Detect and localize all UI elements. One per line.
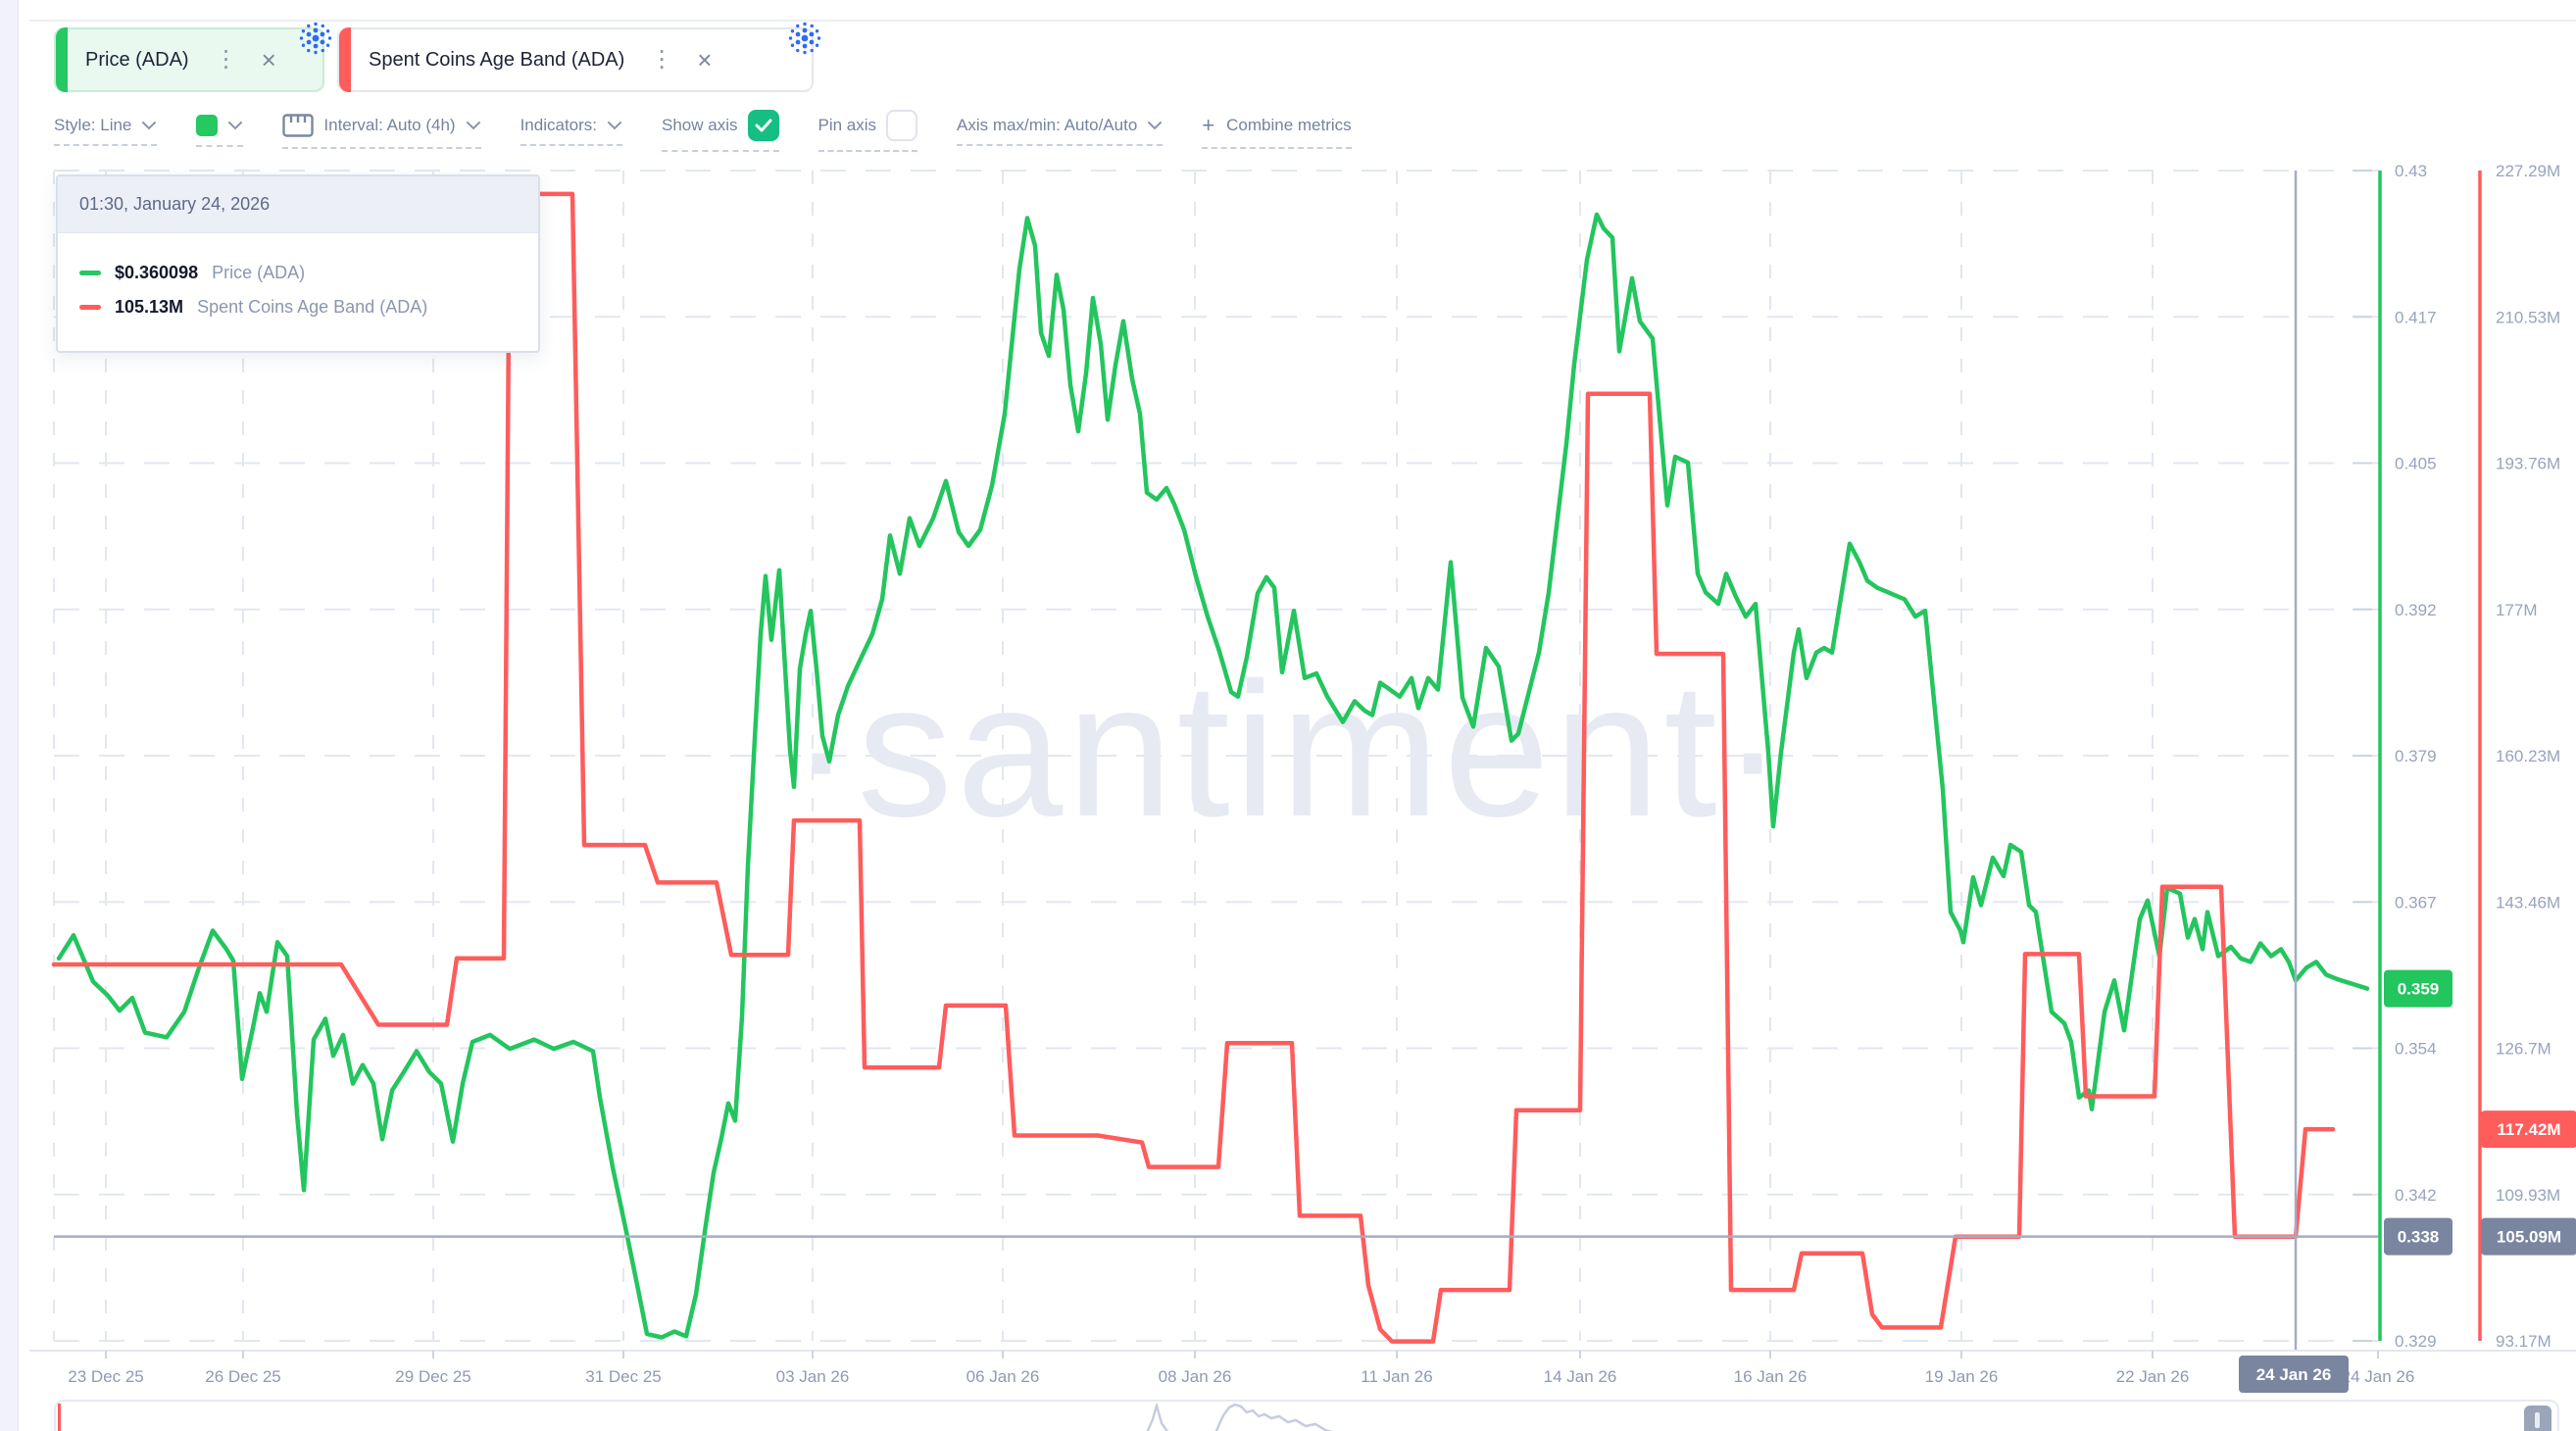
left-panel-edge [0, 0, 19, 1431]
chart-tooltip: 01:30, January 24, 2026 $0.360098 Price … [56, 174, 540, 353]
tab-menu-icon[interactable]: ⋮ [214, 46, 238, 73]
svg-text:06 Jan 26: 06 Jan 26 [966, 1367, 1040, 1386]
svg-text:0.367: 0.367 [2395, 893, 2437, 912]
svg-text:0.354: 0.354 [2395, 1040, 2437, 1059]
tab-color-bar [56, 27, 68, 92]
show-axis-checkbox[interactable] [747, 109, 779, 141]
svg-text:23 Dec 25: 23 Dec 25 [68, 1367, 144, 1386]
svg-text:11 Jan 26: 11 Jan 26 [1361, 1367, 1432, 1386]
svg-text:·santiment·: ·santiment· [789, 643, 1788, 857]
svg-text:193.76M: 193.76M [2496, 455, 2560, 473]
indicators-dropdown[interactable]: Indicators: [520, 115, 623, 146]
svg-text:117.42M: 117.42M [2497, 1120, 2560, 1139]
svg-text:0.405: 0.405 [2395, 455, 2437, 473]
navigator-red-tick [58, 1404, 61, 1431]
tooltip-row-price: $0.360098 Price (ADA) [79, 263, 517, 283]
svg-text:143.46M: 143.46M [2496, 893, 2560, 912]
check-icon [755, 119, 771, 131]
svg-text:0.359: 0.359 [2398, 980, 2440, 999]
show-axis-toggle[interactable]: Show axis [662, 109, 779, 152]
svg-text:19 Jan 26: 19 Jan 26 [1925, 1367, 1999, 1386]
tab-color-bar [339, 27, 351, 92]
color-swatch [196, 114, 219, 136]
svg-text:109.93M: 109.93M [2496, 1186, 2560, 1205]
svg-text:31 Dec 25: 31 Dec 25 [585, 1367, 662, 1386]
svg-text:0.417: 0.417 [2395, 308, 2437, 326]
chevron-down-icon [466, 121, 480, 129]
tooltip-row-spent-coins: 105.13M Spent Coins Age Band (ADA) [79, 297, 517, 318]
tooltip-spent-value: 105.13M [115, 297, 184, 317]
pin-axis-toggle[interactable]: Pin axis [817, 109, 918, 152]
tab-close-icon[interactable]: × [697, 45, 713, 74]
svg-text:105.09M: 105.09M [2497, 1228, 2561, 1247]
svg-text:0.338: 0.338 [2398, 1228, 2440, 1247]
tab-menu-icon[interactable]: ⋮ [650, 46, 674, 73]
svg-text:22 Jan 26: 22 Jan 26 [2116, 1367, 2190, 1386]
tab-label: Spent Coins Age Band (ADA) [369, 48, 625, 71]
combine-metrics-button[interactable]: + Combine metrics [1202, 112, 1352, 149]
svg-text:24 Jan 26: 24 Jan 26 [2342, 1367, 2415, 1386]
plus-icon: + [1202, 112, 1215, 137]
chevron-down-icon [228, 121, 243, 129]
svg-text:177M: 177M [2496, 601, 2538, 619]
tooltip-price-value: $0.360098 [115, 263, 199, 282]
svg-text:03 Jan 26: 03 Jan 26 [776, 1367, 850, 1386]
ruler-icon [282, 113, 315, 137]
tooltip-body: $0.360098 Price (ADA) 105.13M Spent Coin… [58, 233, 538, 351]
tab-spent-coins-age-band[interactable]: Spent Coins Age Band (ADA) ⋮ × [337, 22, 821, 92]
series-color-dropdown[interactable] [196, 114, 244, 147]
chevron-down-icon [608, 121, 622, 129]
tab-close-icon[interactable]: × [261, 45, 276, 74]
series-dash-icon [79, 305, 101, 310]
svg-text:210.53M: 210.53M [2496, 308, 2560, 326]
cardano-logo-icon [299, 22, 332, 55]
tab-price-ada[interactable]: Price (ADA) ⋮ × [54, 22, 332, 92]
axis-maxmin-dropdown[interactable]: Axis max/min: Auto/Auto [957, 115, 1164, 146]
svg-text:160.23M: 160.23M [2496, 747, 2560, 765]
svg-text:93.17M: 93.17M [2496, 1332, 2551, 1351]
tab-label: Price (ADA) [85, 48, 189, 71]
combine-metrics-label: Combine metrics [1226, 115, 1352, 134]
pin-axis-checkbox[interactable] [886, 109, 918, 141]
chart-card-top-border [29, 20, 2576, 22]
svg-text:227.29M: 227.29M [2496, 162, 2560, 180]
svg-text:16 Jan 26: 16 Jan 26 [1734, 1367, 1808, 1386]
style-label: Style: Line [54, 115, 132, 134]
indicators-label: Indicators: [520, 115, 598, 134]
series-dash-icon [79, 271, 101, 275]
navigator-drag-handle[interactable] [2524, 1406, 2551, 1431]
svg-text:0.379: 0.379 [2395, 747, 2437, 765]
chevron-down-icon [1148, 121, 1163, 129]
chevron-down-icon [142, 121, 157, 129]
interval-label: Interval: Auto (4h) [323, 115, 456, 134]
svg-text:0.329: 0.329 [2395, 1332, 2437, 1351]
svg-text:0.392: 0.392 [2395, 601, 2437, 619]
svg-text:126.7M: 126.7M [2496, 1040, 2551, 1059]
pin-axis-label: Pin axis [817, 115, 877, 134]
svg-text:08 Jan 26: 08 Jan 26 [1159, 1367, 1232, 1386]
range-navigator[interactable] [54, 1400, 2559, 1431]
tooltip-price-label: Price (ADA) [212, 263, 306, 282]
cardano-logo-icon [788, 22, 821, 55]
show-axis-label: Show axis [662, 115, 738, 134]
svg-text:24 Jan 26: 24 Jan 26 [2256, 1365, 2332, 1384]
style-dropdown[interactable]: Style: Line [54, 115, 158, 146]
tooltip-spent-label: Spent Coins Age Band (ADA) [197, 297, 428, 317]
chart-toolbar: Style: Line Interval: Auto (4h) Indicato… [54, 108, 1352, 153]
svg-text:26 Dec 25: 26 Dec 25 [205, 1367, 281, 1386]
svg-text:0.43: 0.43 [2395, 162, 2427, 180]
interval-dropdown[interactable]: Interval: Auto (4h) [282, 113, 481, 149]
navigator-sparkline [1146, 1404, 1333, 1431]
tooltip-datetime: 01:30, January 24, 2026 [58, 176, 538, 233]
svg-text:14 Jan 26: 14 Jan 26 [1544, 1367, 1617, 1386]
axis-maxmin-label: Axis max/min: Auto/Auto [957, 115, 1138, 134]
svg-text:0.342: 0.342 [2395, 1186, 2437, 1205]
svg-text:29 Dec 25: 29 Dec 25 [395, 1367, 471, 1386]
